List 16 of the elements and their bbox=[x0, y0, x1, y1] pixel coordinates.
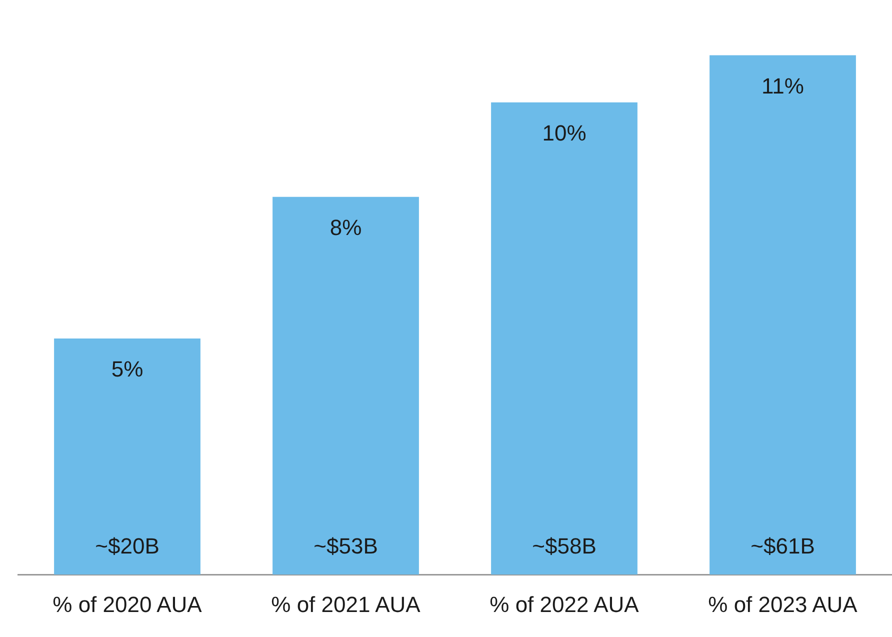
annotation: ~$61B bbox=[750, 534, 815, 559]
x-tick-label: % of 2020 AUA bbox=[52, 592, 202, 617]
annotation: ~$20B bbox=[95, 534, 160, 559]
annotation: ~$58B bbox=[532, 534, 596, 559]
x-tick-label: % of 2023 AUA bbox=[708, 592, 858, 617]
data-label: 11% bbox=[762, 73, 804, 98]
annotation: ~$53B bbox=[314, 534, 378, 559]
bar bbox=[491, 102, 638, 575]
bar bbox=[710, 55, 856, 575]
bar bbox=[54, 338, 200, 575]
x-tick-label: % of 2021 AUA bbox=[271, 592, 421, 617]
bar bbox=[272, 196, 419, 575]
data-label: 5% bbox=[111, 356, 144, 382]
data-label: 8% bbox=[330, 214, 362, 240]
data-label: 10% bbox=[542, 120, 586, 146]
x-tick-label: % of 2022 AUA bbox=[490, 592, 640, 617]
